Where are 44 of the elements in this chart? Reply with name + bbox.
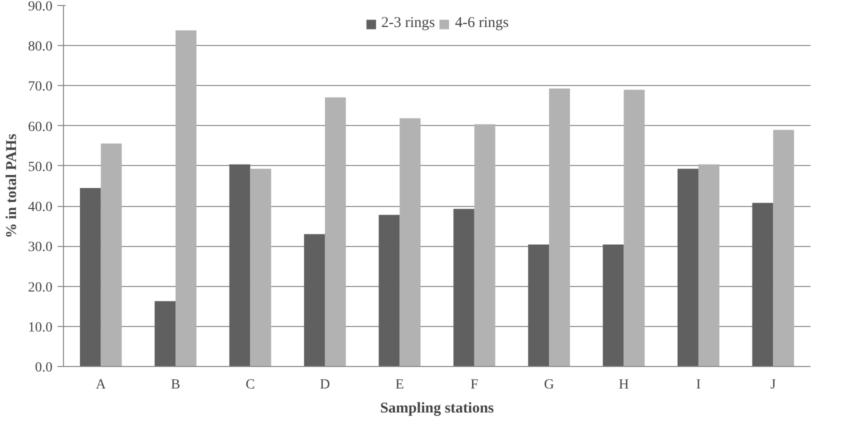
bar <box>80 188 101 366</box>
y-tick-label: 60.0 <box>28 120 52 135</box>
y-tick-label: 20.0 <box>28 280 52 296</box>
bar <box>400 118 421 366</box>
x-tick-label: G <box>544 378 554 392</box>
bar <box>229 164 250 366</box>
x-tick-label: E <box>395 378 404 392</box>
x-tick-label: I <box>696 378 702 392</box>
bar <box>624 90 645 366</box>
x-tick-label: B <box>170 378 180 392</box>
bar <box>773 130 794 366</box>
y-tick-label: 90.0 <box>28 0 52 14</box>
x-axis-title: Sampling stations <box>380 400 494 416</box>
y-tick-label: 80.0 <box>28 40 52 55</box>
y-tick-label: 10.0 <box>28 320 52 336</box>
x-tick-label: D <box>320 378 330 392</box>
bar <box>549 88 570 366</box>
x-tick-label: A <box>96 378 107 392</box>
bar <box>528 244 550 366</box>
y-tick-label: 50.0 <box>28 160 52 175</box>
bar <box>304 234 325 366</box>
y-axis-title: % in total PAHs <box>4 134 20 238</box>
legend-label: 2-3 rings <box>381 15 435 32</box>
bar <box>678 168 698 366</box>
legend-label: 4-6 rings <box>455 15 509 32</box>
x-tick-label: C <box>246 378 255 392</box>
x-tick-label: J <box>770 378 776 392</box>
bar <box>154 301 176 366</box>
bar <box>698 164 720 366</box>
x-tick-label: H <box>618 378 629 392</box>
y-tick-label: 40.0 <box>28 200 52 216</box>
bar <box>324 97 346 366</box>
y-tick-label: 70.0 <box>28 80 52 95</box>
bar <box>474 124 496 366</box>
x-tick-label: F <box>470 378 478 392</box>
bar <box>250 168 272 366</box>
bar <box>100 143 122 366</box>
y-tick-label: 30.0 <box>28 240 52 256</box>
bar <box>752 202 774 366</box>
bar <box>453 208 474 366</box>
bar <box>602 244 624 366</box>
y-tick-label: 0.0 <box>35 360 52 376</box>
bar <box>176 30 196 366</box>
bar <box>378 214 400 366</box>
